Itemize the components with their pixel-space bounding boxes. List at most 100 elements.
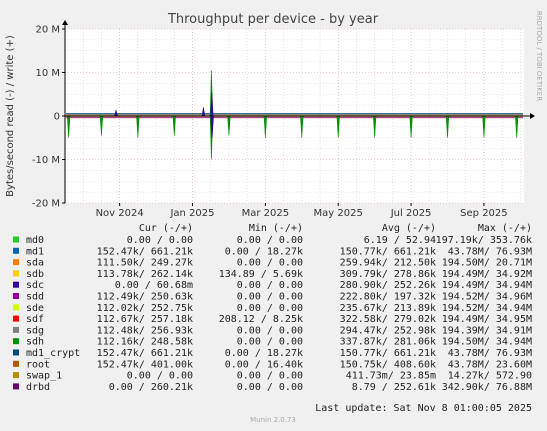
legend-avg: 309.79k/ 278.86k bbox=[340, 269, 436, 280]
legend-cur: 112.48k/ 256.93k bbox=[97, 325, 193, 336]
legend-header: Min (-/+) bbox=[249, 223, 303, 234]
legend-name: sdc bbox=[26, 280, 44, 291]
legend-min: 0.00 / 0.00 bbox=[237, 303, 303, 314]
x-tick-label: Sep 2025 bbox=[460, 208, 507, 219]
legend-row-sdc: sdc 0.00 / 60.68m 0.00 / 0.00 280.90k/ 252.… bbox=[13, 280, 532, 291]
legend-cur: 152.47k/ 661.21k bbox=[97, 348, 193, 359]
legend-name: md0 bbox=[26, 235, 44, 246]
legend-cur: 112.67k/ 257.18k bbox=[97, 314, 193, 325]
legend-swatch bbox=[13, 326, 19, 333]
legend-max: 197.19k/ 353.76k bbox=[436, 235, 532, 246]
legend-name: swap_1 bbox=[26, 371, 62, 382]
legend-swatch bbox=[13, 372, 19, 379]
legend-name: root bbox=[26, 359, 50, 370]
legend-row-sdf: sdf 112.67k/ 257.18k 208.12 / 8.25k 322.58k… bbox=[13, 314, 532, 325]
legend-cur: 111.50k/ 249.27k bbox=[97, 258, 193, 269]
legend-row-md1: md1 152.47k/ 661.21k 0.00 / 18.27k 150.77k/… bbox=[13, 246, 532, 257]
legend-avg: 294.47k/ 252.98k bbox=[340, 325, 436, 336]
legend-min: 208.12 / 8.25k bbox=[219, 314, 303, 325]
legend-swatch bbox=[13, 304, 19, 311]
legend-min: 0.00 / 0.00 bbox=[237, 258, 303, 269]
legend-row-sde: sde 112.02k/ 252.75k 0.00 / 0.00 235.67k/ 2… bbox=[13, 303, 532, 314]
legend-min: 0.00 / 0.00 bbox=[237, 292, 303, 303]
legend-swatch bbox=[13, 247, 19, 254]
legend-max: 194.49M/ 34.95M bbox=[442, 314, 532, 325]
legend-name: drbd bbox=[26, 382, 50, 393]
x-tick-label: Jul 2025 bbox=[390, 208, 432, 219]
last-update: Last update: Sat Nov 8 01:00:05 2025 bbox=[315, 403, 532, 414]
x-tick-label: Mar 2025 bbox=[242, 208, 290, 219]
legend-max: 194.52M/ 34.94M bbox=[442, 303, 532, 314]
legend-min: 0.00 / 0.00 bbox=[237, 235, 303, 246]
legend-avg: 222.80k/ 197.32k bbox=[340, 292, 436, 303]
legend-header: Max (-/+) bbox=[478, 223, 532, 234]
y-axis-label: Bytes/second read (-) / write (+) bbox=[5, 35, 16, 197]
legend-max: 43.78M/ 76.93M bbox=[448, 246, 532, 257]
legend-max: 194.49M/ 34.92M bbox=[442, 269, 532, 280]
legend-row-root: root 152.47k/ 401.00k 0.00 / 16.40k 150.75k… bbox=[13, 359, 532, 370]
legend-name: md1_crypt bbox=[26, 348, 80, 359]
legend-min: 0.00 / 0.00 bbox=[237, 280, 303, 291]
y-tick-label: 20 M bbox=[35, 25, 60, 36]
x-tick-label: Nov 2024 bbox=[96, 208, 144, 219]
legend-name: sda bbox=[26, 258, 44, 269]
legend-name: sdg bbox=[26, 325, 44, 336]
legend-min: 0.00 / 18.27k bbox=[225, 348, 303, 359]
legend-min: 0.00 / 0.00 bbox=[237, 382, 303, 393]
legend-swatch bbox=[13, 270, 19, 277]
legend-swatch bbox=[13, 236, 19, 243]
legend-avg: 150.77k/ 661.21k bbox=[340, 348, 436, 359]
legend-row-swap_1: swap_1 0.00 / 0.00 0.00 / 0.00 411.73m/ 23.… bbox=[13, 371, 532, 382]
legend-avg: 150.75k/ 408.60k bbox=[340, 359, 436, 370]
legend-row-md1_crypt: md1_crypt 152.47k/ 661.21k 0.00 / 18.27k 15… bbox=[13, 348, 532, 359]
legend-cur: 112.49k/ 250.63k bbox=[97, 292, 193, 303]
y-tick-label: 10 M bbox=[35, 68, 60, 79]
legend-name: sdb bbox=[26, 269, 44, 280]
legend-name: sdh bbox=[26, 337, 44, 348]
legend-cur: 0.00 / 0.00 bbox=[127, 371, 193, 382]
legend-row-sdg: sdg 112.48k/ 256.93k 0.00 / 0.00 294.47k/ 2… bbox=[13, 325, 532, 336]
legend-max: 194.49M/ 34.94M bbox=[442, 280, 532, 291]
side-watermark: RRDTOOL / TOBI OETIKER bbox=[535, 11, 543, 101]
legend-max: 194.50M/ 34.94M bbox=[442, 337, 532, 348]
legend-avg: 337.87k/ 281.06k bbox=[340, 337, 436, 348]
x-tick-label: Jan 2025 bbox=[169, 208, 214, 219]
legend-cur: 0.00 / 0.00 bbox=[127, 235, 193, 246]
legend-cur: 112.16k/ 248.58k bbox=[97, 337, 193, 348]
legend-cur: 113.78k/ 262.14k bbox=[97, 269, 193, 280]
legend-swatch bbox=[13, 383, 19, 390]
legend-max: 43.78M/ 76.93M bbox=[448, 348, 532, 359]
y-tick-label: 0 bbox=[54, 112, 60, 123]
y-tick-label: -10 M bbox=[32, 155, 60, 166]
y-tick-label: -20 M bbox=[32, 199, 60, 210]
legend-avg: 411.73m/ 23.85m bbox=[346, 371, 436, 382]
legend-max: 194.39M/ 34.91M bbox=[442, 325, 532, 336]
chart-title: Throughput per device - by year bbox=[167, 12, 379, 27]
legend-swatch bbox=[13, 293, 19, 299]
legend-avg: 259.94k/ 212.50k bbox=[340, 258, 436, 269]
legend-avg: 6.19 / 52.94 bbox=[364, 235, 436, 246]
legend-cur: 152.47k/ 401.00k bbox=[97, 359, 193, 370]
legend-name: md1 bbox=[26, 246, 44, 257]
y-axis-arrow-icon bbox=[62, 20, 68, 25]
legend-cur: 0.00 / 260.21k bbox=[109, 382, 193, 393]
legend-name: sdd bbox=[26, 292, 44, 303]
legend-swatch bbox=[13, 281, 19, 288]
legend-swatch bbox=[13, 349, 19, 356]
legend-row-sdh: sdh 112.16k/ 248.58k 0.00 / 0.00 337.87k/ 2… bbox=[13, 337, 532, 348]
legend-header: Avg (-/+) bbox=[382, 223, 436, 234]
legend-min: 0.00 / 0.00 bbox=[237, 337, 303, 348]
legend-row-md0: md0 0.00 / 0.00 0.00 / 0.00 6.19 / 52.94 197… bbox=[13, 235, 532, 246]
legend-swatch bbox=[13, 338, 19, 345]
legend-min: 0.00 / 18.27k bbox=[225, 246, 303, 257]
legend-min: 134.89 / 5.69k bbox=[219, 269, 303, 280]
legend-min: 0.00 / 16.40k bbox=[225, 359, 303, 370]
generator-label: Munin 2.0.73 bbox=[250, 416, 296, 424]
legend-cur: 152.47k/ 661.21k bbox=[97, 246, 193, 257]
legend-avg: 8.79 / 252.61k bbox=[352, 382, 436, 393]
legend-min: 0.00 / 0.00 bbox=[237, 325, 303, 336]
x-tick-label: May 2025 bbox=[314, 208, 363, 219]
legend-name: sde bbox=[26, 303, 44, 314]
legend-max: 43.78M/ 23.60M bbox=[448, 359, 532, 370]
axes: 20 M 10 M 0 -10 M -20 M Nov 2024 Jan 2025 Mar 2… bbox=[32, 20, 535, 219]
